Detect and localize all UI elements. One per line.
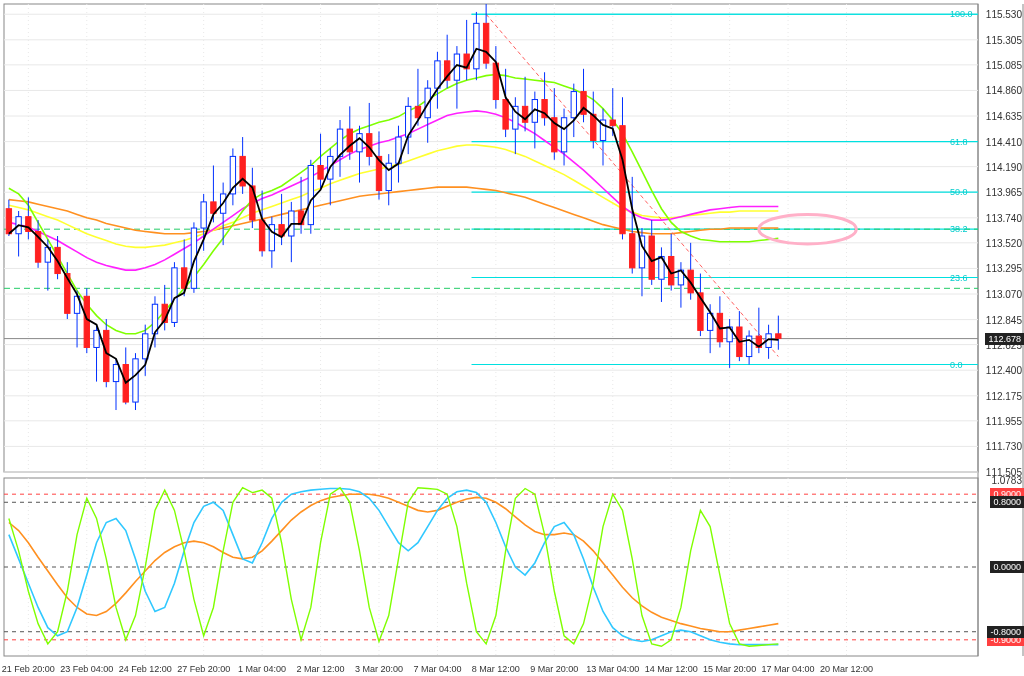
svg-rect-85 — [104, 330, 109, 381]
svg-rect-87 — [113, 365, 118, 382]
svg-rect-193 — [630, 234, 635, 268]
svg-rect-93 — [143, 334, 148, 359]
svg-rect-127 — [308, 165, 313, 224]
svg-rect-137 — [357, 134, 362, 152]
svg-rect-167 — [503, 100, 508, 130]
svg-rect-65 — [6, 209, 11, 234]
svg-rect-181 — [571, 92, 576, 118]
svg-rect-91 — [133, 359, 138, 402]
svg-rect-163 — [483, 23, 488, 63]
svg-rect-99 — [172, 268, 177, 323]
svg-rect-105 — [201, 202, 206, 228]
svg-rect-223 — [776, 334, 781, 339]
svg-rect-191 — [620, 126, 625, 234]
svg-rect-0 — [4, 4, 978, 472]
svg-rect-189 — [610, 120, 615, 126]
svg-rect-81 — [84, 296, 89, 347]
svg-rect-129 — [318, 165, 323, 179]
svg-rect-179 — [561, 118, 566, 152]
svg-rect-161 — [474, 23, 479, 68]
svg-rect-117 — [259, 220, 264, 251]
svg-rect-153 — [435, 61, 440, 88]
